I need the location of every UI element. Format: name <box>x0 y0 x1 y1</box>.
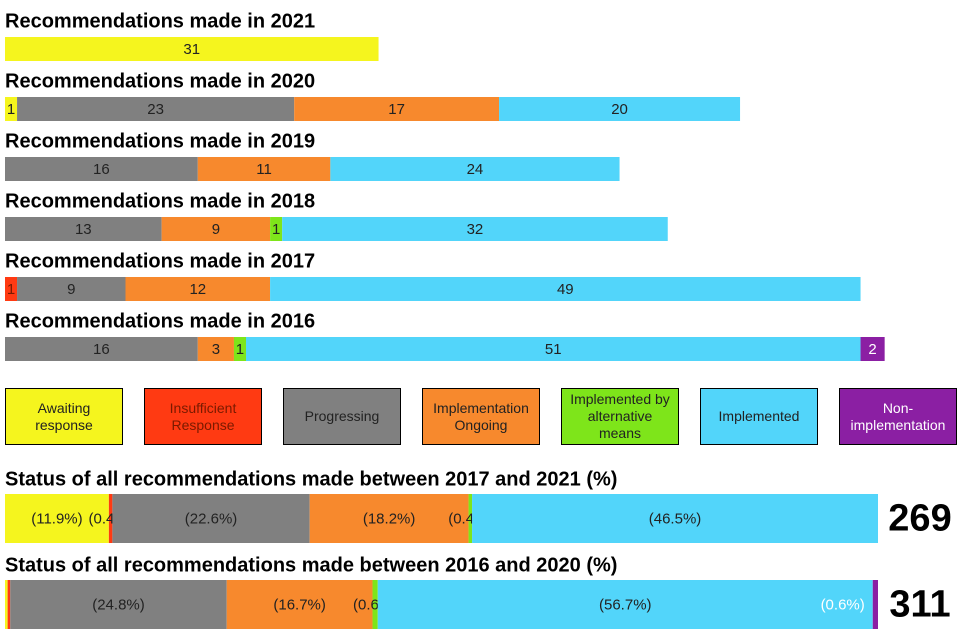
value-label: 1 <box>236 341 244 358</box>
bar-segment <box>5 277 18 301</box>
legend-item: Progressing <box>283 388 401 445</box>
value-label: 51 <box>545 341 562 358</box>
bar-segment <box>472 494 878 543</box>
bar-segment <box>468 494 473 543</box>
value-label: (16.7%) <box>273 596 326 613</box>
value-label: (56.7%) <box>599 596 652 613</box>
bar-segment <box>17 277 126 301</box>
bar-segment <box>112 494 310 543</box>
bar-segment <box>294 97 500 121</box>
bar-segment <box>872 580 878 629</box>
group-title: Recommendations made in 2021 <box>5 10 315 32</box>
bar-segment <box>125 277 271 301</box>
legend-item: Awaiting response <box>5 388 123 445</box>
legend-item: Insufficient Response <box>144 388 262 445</box>
bar-segment <box>161 217 271 241</box>
value-label: 1 <box>7 281 15 298</box>
legend-item: Implemented <box>700 388 818 445</box>
bar-segment <box>309 494 469 543</box>
bar-segment <box>108 494 113 543</box>
value-label: 13 <box>75 221 92 238</box>
percent-title: Status of all recommendations made betwe… <box>5 554 617 576</box>
legend-item: Implemented by alternative means <box>561 388 679 445</box>
bar-segment <box>7 580 11 629</box>
value-label: 24 <box>467 161 484 178</box>
legend-item: Implementation Ongoing <box>422 388 540 445</box>
bar-segment <box>233 337 246 361</box>
value-label: (18.2%) <box>363 510 416 527</box>
value-label: 3 <box>212 341 220 358</box>
group-title: Recommendations made in 2020 <box>5 70 315 92</box>
bar-segment <box>17 97 295 121</box>
bar-segment <box>5 157 198 181</box>
bar-segment <box>377 580 873 629</box>
total: 269 <box>888 498 951 540</box>
value-label: 1 <box>272 221 280 238</box>
bar-segment <box>5 337 198 361</box>
bar-segment <box>5 580 8 629</box>
value-label: 31 <box>183 41 200 58</box>
group-title: Recommendations made in 2018 <box>5 190 315 212</box>
group-title: Recommendations made in 2017 <box>5 250 315 272</box>
value-label: (22.6%) <box>185 510 238 527</box>
value-label: 9 <box>212 221 220 238</box>
bar-segment <box>226 580 373 629</box>
bar-segment <box>5 97 18 121</box>
bar-segment <box>5 494 109 543</box>
value-label: 20 <box>611 101 628 118</box>
value-label: 9 <box>67 281 75 298</box>
value-label: 16 <box>93 161 110 178</box>
bar-segment <box>860 337 885 361</box>
value-label: 32 <box>467 221 484 238</box>
bar-segment <box>499 97 741 121</box>
bar-segment <box>5 37 379 61</box>
legend-item: Non-implementation <box>839 388 957 445</box>
value-label: 49 <box>557 281 574 298</box>
value-label: 12 <box>189 281 206 298</box>
bar-segment <box>270 217 283 241</box>
value-label: (11.9%) <box>31 510 82 527</box>
bar-segment <box>10 580 227 629</box>
bar-segment <box>330 157 620 181</box>
percent-title: Status of all recommendations made betwe… <box>5 468 617 490</box>
bar-segment <box>197 337 234 361</box>
value-label: (46.5%) <box>649 510 702 527</box>
value-label: 16 <box>93 341 110 358</box>
bar-segment <box>282 217 668 241</box>
value-label: 1 <box>7 101 15 118</box>
bar-segment <box>270 277 861 301</box>
value-label: (0.6%) <box>821 596 865 613</box>
total: 311 <box>889 584 950 626</box>
value-label: 2 <box>868 341 876 358</box>
value-label: 17 <box>388 101 405 118</box>
group-title: Recommendations made in 2016 <box>5 310 315 332</box>
bar-segment <box>5 217 162 241</box>
group-title: Recommendations made in 2019 <box>5 130 315 152</box>
bar-segment <box>197 157 331 181</box>
value-label: 11 <box>256 161 272 178</box>
value-label: 23 <box>147 101 164 118</box>
bar-segment <box>372 580 378 629</box>
value-label: (24.8%) <box>92 596 145 613</box>
bar-segment <box>246 337 861 361</box>
